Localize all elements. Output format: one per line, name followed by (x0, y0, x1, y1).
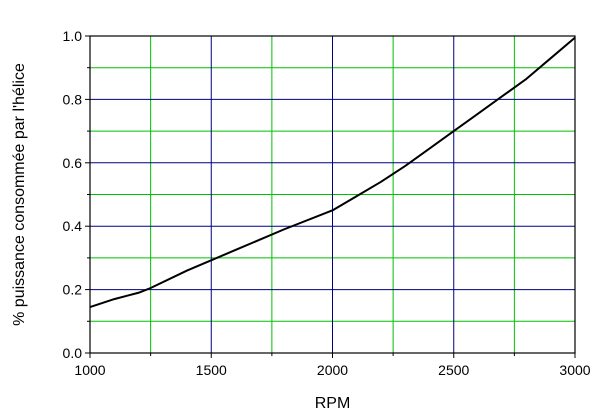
y-tick-label: 0.2 (63, 282, 83, 298)
series-layer (89, 36, 576, 308)
axis-ticks (85, 35, 576, 358)
x-tick-label: 2500 (438, 362, 469, 378)
x-tick-label: 2000 (317, 362, 348, 378)
y-axis-title: % puissance consommée par l'hélice (11, 63, 28, 326)
x-tick-label: 1000 (74, 362, 105, 378)
y-tick-label: 1.0 (63, 28, 83, 44)
x-tick-labels: 1000 1500 2000 2500 3000 (74, 362, 590, 378)
y-tick-label: 0.6 (63, 155, 83, 171)
x-tick-label: 3000 (559, 362, 590, 378)
series-line (89, 36, 576, 308)
y-tick-label: 0.8 (63, 91, 83, 107)
x-axis-title: RPM (315, 395, 351, 412)
y-tick-label: 0.4 (63, 218, 83, 234)
y-tick-label: 0.0 (63, 345, 83, 361)
x-tick-label: 1500 (196, 362, 227, 378)
y-tick-labels: 0.0 0.2 0.4 0.6 0.8 1.0 (63, 28, 83, 361)
